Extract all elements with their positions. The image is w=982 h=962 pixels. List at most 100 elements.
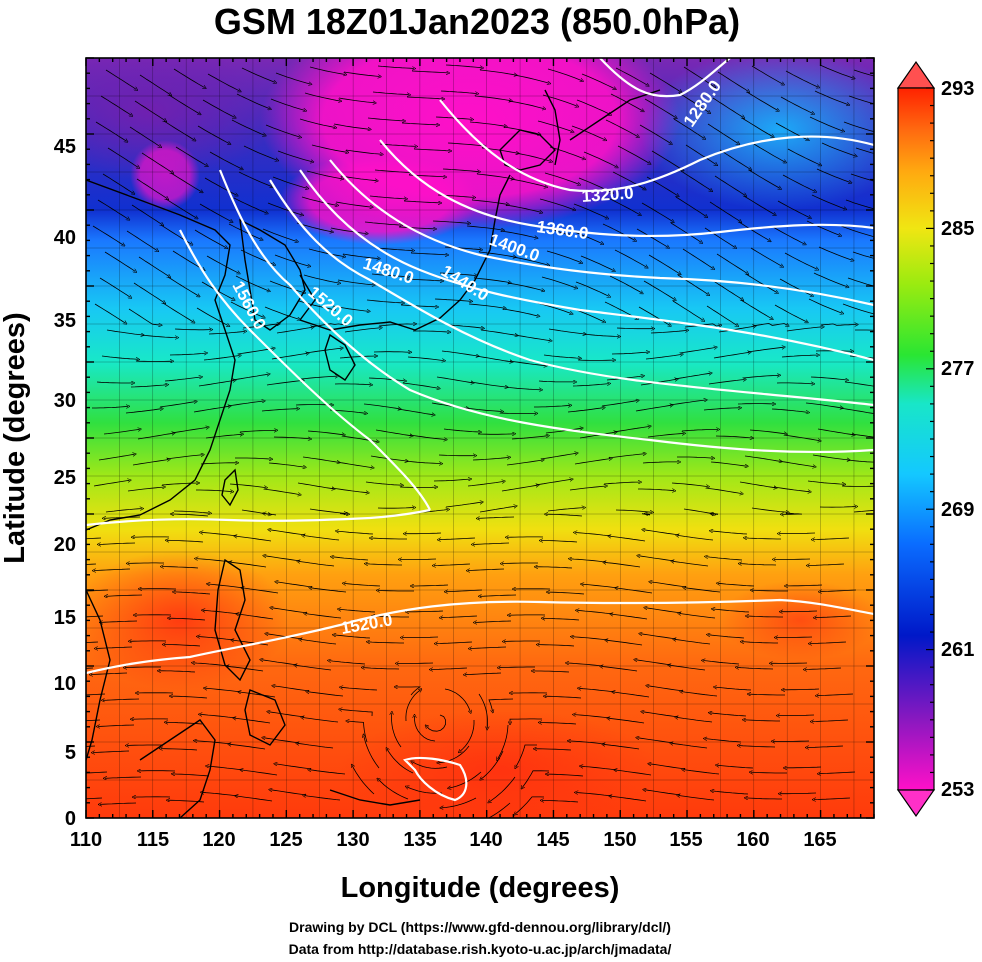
colorbar-label: 285: [941, 218, 974, 240]
streamline: [97, 199, 128, 219]
y-tick-label: 25: [54, 467, 76, 489]
streamline: [275, 72, 310, 84]
streamline: [297, 743, 334, 749]
streamline: [611, 614, 648, 620]
streamline: [540, 723, 577, 725]
streamline: [438, 455, 475, 456]
streamline: [685, 144, 716, 165]
streamline: [107, 147, 138, 167]
x-tick-label: 165: [803, 829, 836, 851]
streamline: [352, 766, 375, 795]
coastlines: [86, 89, 661, 818]
streamline: [817, 428, 854, 435]
streamline: [207, 766, 244, 771]
streamline: [819, 507, 856, 508]
streamline: [232, 374, 269, 381]
streamline: [743, 195, 775, 215]
streamline: [708, 380, 745, 385]
streamline: [780, 793, 817, 794]
streamline: [134, 100, 165, 121]
streamline: [839, 407, 874, 414]
streamline: [241, 770, 278, 776]
streamline: [86, 615, 104, 618]
streamline: [581, 73, 615, 89]
streamline: [269, 280, 304, 293]
streamline: [125, 409, 162, 414]
streamline: [467, 481, 504, 487]
y-tick-label: 35: [54, 310, 76, 332]
streamline: [343, 71, 380, 77]
streamline: [643, 280, 675, 300]
streamline: [751, 507, 788, 512]
streamline: [232, 640, 269, 646]
streamline: [436, 642, 473, 644]
streamline: [441, 350, 478, 356]
streamline: [465, 672, 502, 675]
x-tick-label: 125: [269, 829, 302, 851]
streamline: [445, 502, 482, 508]
streamline: [337, 279, 374, 285]
streamline: [86, 589, 109, 592]
x-tick-label: 160: [736, 829, 769, 851]
streamline: [95, 121, 127, 141]
streamline: [617, 145, 650, 163]
streamline: [705, 739, 742, 743]
streamline: [102, 173, 133, 193]
y-tick-label: 30: [54, 390, 76, 412]
streamline: [236, 93, 270, 109]
streamline: [161, 749, 198, 750]
streamline: [439, 272, 476, 276]
streamline: [436, 376, 473, 383]
streamline: [86, 641, 99, 644]
y-tick-label: 0: [65, 808, 76, 830]
colorbar-ticks: [926, 87, 934, 791]
streamline: [647, 686, 684, 692]
streamline: [273, 436, 310, 439]
streamline: [397, 408, 434, 415]
streamline: [569, 486, 606, 491]
streamline: [810, 642, 847, 644]
x-tick-label: 145: [536, 829, 569, 851]
streamline: [713, 609, 750, 613]
colorbar-under-triangle: [896, 789, 936, 818]
streamline: [815, 615, 852, 618]
streamline: [439, 537, 476, 540]
streamline: [229, 744, 266, 750]
streamline: [538, 381, 575, 382]
contour-1480: [269, 179, 874, 407]
streamline: [672, 300, 703, 320]
contour-1320: [439, 99, 874, 193]
map-title: GSM 18Z01Jan2023 (850.0hPa): [214, 1, 740, 42]
streamline: [170, 172, 202, 192]
streamline: [574, 715, 611, 719]
streamline: [543, 354, 580, 358]
streamline: [777, 200, 810, 218]
streamline: [776, 637, 813, 638]
streamline: [169, 618, 206, 621]
streamline: [378, 590, 414, 591]
streamline: [231, 119, 265, 135]
streamline: [608, 454, 645, 459]
streamline: [377, 508, 414, 509]
streamline: [678, 795, 715, 801]
streamline: [746, 798, 782, 799]
streamline: [338, 97, 375, 103]
streamline: [193, 663, 230, 667]
streamline: [270, 790, 307, 796]
streamline: [783, 689, 820, 690]
streamline: [855, 329, 874, 331]
streamline: [263, 738, 300, 744]
y-tick-label: 15: [54, 607, 76, 629]
streamline: [379, 143, 416, 146]
streamline: [545, 696, 582, 699]
streamline: [644, 790, 681, 796]
coast-mindanao: [244, 689, 286, 746]
streamline: [651, 150, 683, 170]
streamline: [782, 513, 803, 514]
streamline: [812, 454, 849, 460]
streamline: [470, 381, 507, 387]
streamline: [499, 413, 536, 414]
streamline: [635, 405, 672, 412]
streamline: [776, 383, 813, 384]
streamline: [642, 712, 679, 718]
